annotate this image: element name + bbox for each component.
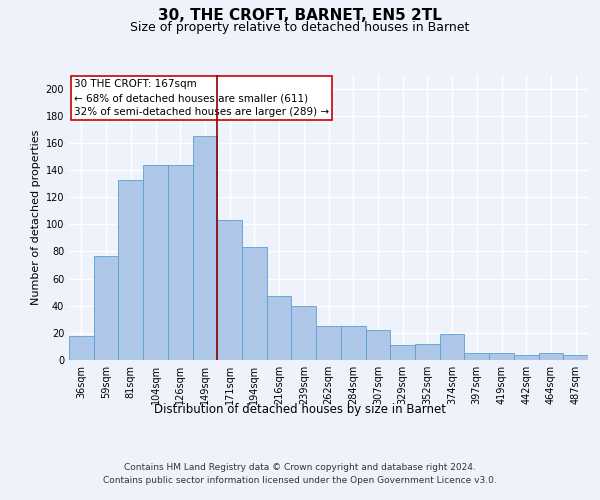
- Text: Contains HM Land Registry data © Crown copyright and database right 2024.: Contains HM Land Registry data © Crown c…: [124, 462, 476, 471]
- Bar: [118, 180, 143, 360]
- Text: Contains public sector information licensed under the Open Government Licence v3: Contains public sector information licen…: [103, 476, 497, 485]
- Bar: [415, 344, 440, 360]
- Bar: [267, 296, 292, 360]
- Bar: [514, 354, 539, 360]
- Bar: [242, 248, 267, 360]
- Bar: [464, 353, 489, 360]
- Bar: [69, 336, 94, 360]
- Bar: [365, 330, 390, 360]
- Bar: [489, 353, 514, 360]
- Bar: [292, 306, 316, 360]
- Bar: [539, 353, 563, 360]
- Text: Distribution of detached houses by size in Barnet: Distribution of detached houses by size …: [154, 402, 446, 415]
- Bar: [440, 334, 464, 360]
- Bar: [168, 164, 193, 360]
- Bar: [316, 326, 341, 360]
- Y-axis label: Number of detached properties: Number of detached properties: [31, 130, 41, 305]
- Text: Size of property relative to detached houses in Barnet: Size of property relative to detached ho…: [130, 21, 470, 34]
- Bar: [94, 256, 118, 360]
- Text: 30 THE CROFT: 167sqm
← 68% of detached houses are smaller (611)
32% of semi-deta: 30 THE CROFT: 167sqm ← 68% of detached h…: [74, 80, 329, 118]
- Bar: [563, 354, 588, 360]
- Bar: [341, 326, 365, 360]
- Text: 30, THE CROFT, BARNET, EN5 2TL: 30, THE CROFT, BARNET, EN5 2TL: [158, 8, 442, 22]
- Bar: [143, 164, 168, 360]
- Bar: [390, 345, 415, 360]
- Bar: [217, 220, 242, 360]
- Bar: [193, 136, 217, 360]
